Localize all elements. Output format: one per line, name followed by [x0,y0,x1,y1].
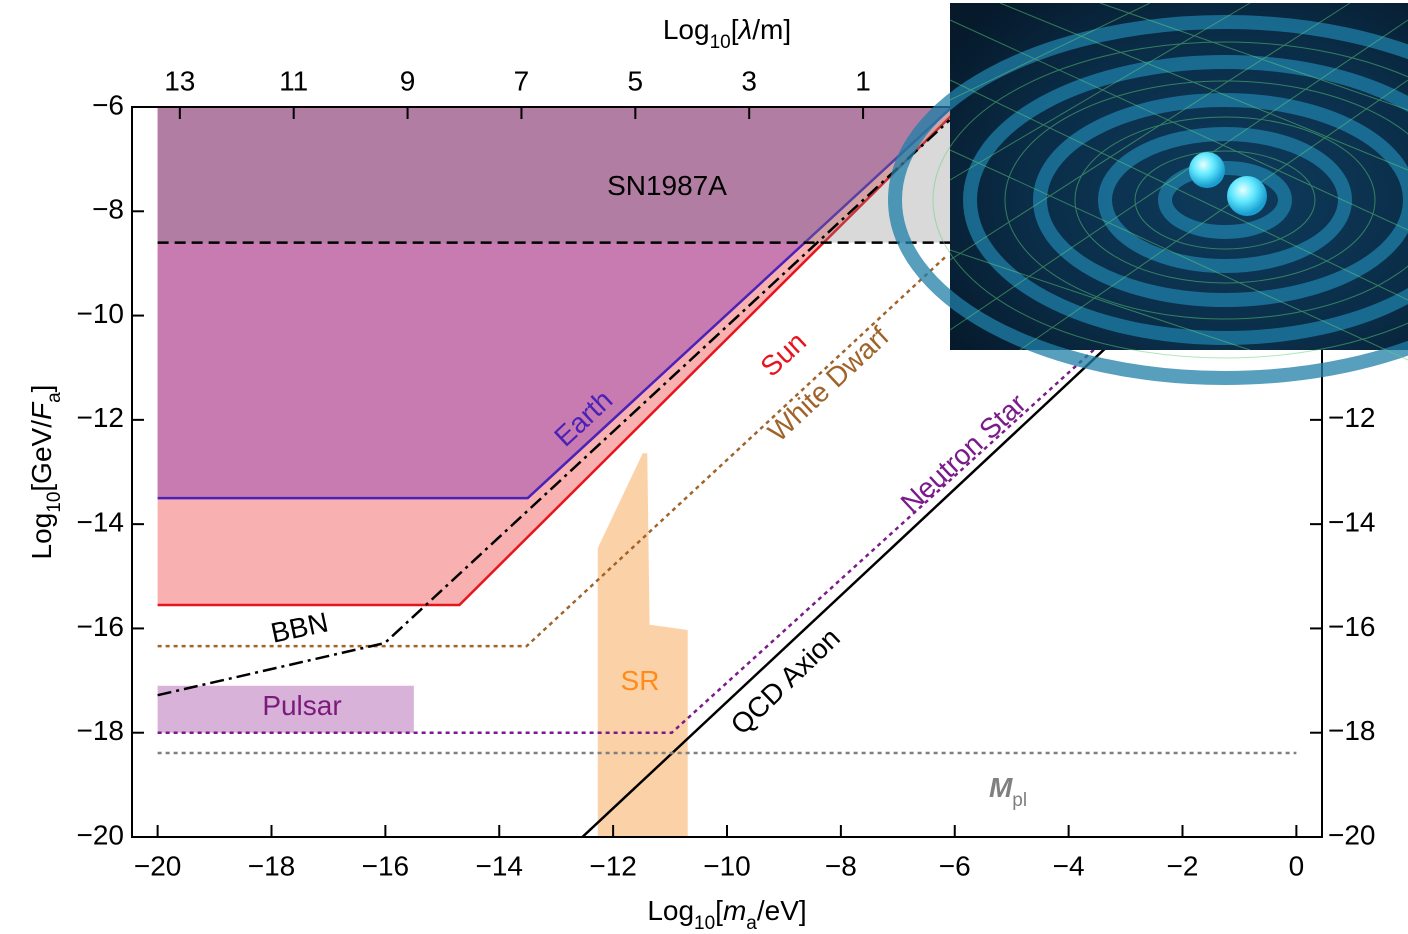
label-part: a [44,392,65,403]
y-tick-label: −14 [77,507,125,538]
x-tick-label: −12 [589,850,637,881]
label-part: a [746,913,757,934]
label-part: BBN [268,607,331,649]
inset-image [895,3,1408,378]
y-axis-label: Log10[GeV/Fa] [26,385,64,560]
series-label: Mpl [989,772,1027,810]
x2-tick-label: 9 [400,65,416,96]
x2-tick-label: 11 [279,65,308,96]
x-tick-label: −16 [362,850,410,881]
y2-tick-label: −14 [1328,507,1376,538]
label-part: 10 [44,492,65,513]
series-label: BBN [268,607,331,649]
y-tick-label: −12 [77,402,125,433]
series-label: SR [621,665,660,696]
x2-axis-label: Log10[λ/m] [663,14,791,52]
label-part: Sun [755,326,813,383]
y2-tick-label: −12 [1328,402,1376,433]
x-tick-label: −8 [825,850,857,881]
label-part: QCD Axion [725,622,846,741]
x-tick-label: −20 [134,850,182,881]
x-tick-label: −18 [248,850,296,881]
y-tick-label: −10 [77,298,125,329]
label-part: 10 [694,913,715,934]
label-part: m [723,895,746,926]
label-part: Log [647,895,694,926]
y-tick-label: −18 [77,715,125,746]
y-tick-label: −16 [77,611,125,642]
label-part: SN1987A [607,170,727,201]
label-part: M [989,772,1013,803]
label-part: /m] [752,14,791,45]
x2-tick-label: 1 [855,65,871,96]
y-tick-label: −20 [77,819,125,850]
series-label: SN1987A [607,170,727,201]
region-fill [158,107,961,243]
label-part: Neutron Star [895,388,1032,519]
label-part: λ [736,14,752,45]
y-tick-label: −6 [92,89,124,120]
label-part: /eV] [757,895,807,926]
label-part: Pulsar [262,690,341,721]
y2-tick-label: −16 [1328,611,1376,642]
boundary-line [582,340,1114,837]
y2-tick-label: −18 [1328,715,1376,746]
x2-tick-label: 3 [741,65,757,96]
x-tick-label: −10 [703,850,751,881]
x-tick-label: −6 [939,850,971,881]
label-part: Log [663,14,710,45]
label-part: 10 [710,32,731,53]
label-part: Log [26,513,57,560]
x-tick-label: −14 [475,850,523,881]
label-part: ] [26,385,57,393]
x-axis-label: Log10[ma/eV] [647,895,806,933]
series-label: QCD Axion [725,622,846,741]
chart: −20−18−16−14−12−10−8−6−4−20−20−18−16−14−… [0,0,1408,934]
label-part: [GeV/ [26,420,57,492]
x2-tick-label: 7 [514,65,530,96]
series-label: Sun [755,326,813,383]
series-label: Neutron Star [895,388,1032,519]
y-tick-label: −8 [92,194,124,225]
y2-tick-label: −20 [1328,819,1376,850]
x2-tick-label: 13 [164,65,195,96]
x-tick-label: −2 [1167,850,1199,881]
x-tick-label: 0 [1289,850,1305,881]
x2-tick-label: 5 [628,65,644,96]
series-label: Pulsar [262,690,341,721]
label-part: pl [1012,790,1027,811]
x-tick-label: −4 [1053,850,1085,881]
label-part: SR [621,665,660,696]
